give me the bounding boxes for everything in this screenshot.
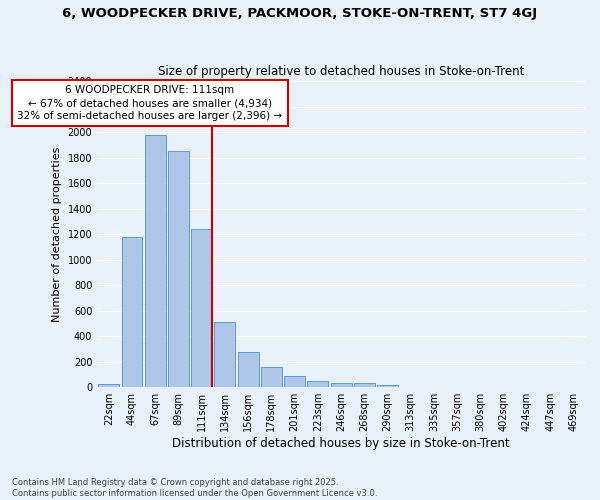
- Bar: [168, 151, 189, 387]
- Bar: [424, 386, 445, 387]
- Bar: [331, 382, 352, 387]
- Bar: [563, 386, 584, 387]
- Bar: [307, 381, 328, 387]
- Bar: [377, 386, 398, 387]
- Bar: [284, 376, 305, 387]
- Bar: [122, 238, 142, 387]
- Bar: [261, 368, 282, 387]
- Bar: [447, 386, 467, 387]
- Bar: [400, 386, 421, 387]
- Text: 6 WOODPECKER DRIVE: 111sqm
← 67% of detached houses are smaller (4,934)
32% of s: 6 WOODPECKER DRIVE: 111sqm ← 67% of deta…: [17, 85, 283, 122]
- Bar: [214, 322, 235, 387]
- Bar: [517, 386, 538, 387]
- Bar: [145, 136, 166, 387]
- Text: 6, WOODPECKER DRIVE, PACKMOOR, STOKE-ON-TRENT, ST7 4GJ: 6, WOODPECKER DRIVE, PACKMOOR, STOKE-ON-…: [62, 8, 538, 20]
- Title: Size of property relative to detached houses in Stoke-on-Trent: Size of property relative to detached ho…: [158, 66, 524, 78]
- Bar: [354, 382, 375, 387]
- Bar: [98, 384, 119, 387]
- Bar: [493, 386, 514, 387]
- Text: Contains HM Land Registry data © Crown copyright and database right 2025.
Contai: Contains HM Land Registry data © Crown c…: [12, 478, 377, 498]
- Bar: [238, 352, 259, 387]
- Y-axis label: Number of detached properties: Number of detached properties: [52, 146, 62, 322]
- X-axis label: Distribution of detached houses by size in Stoke-on-Trent: Distribution of detached houses by size …: [172, 437, 510, 450]
- Bar: [470, 386, 491, 387]
- Bar: [540, 386, 560, 387]
- Bar: [191, 229, 212, 387]
